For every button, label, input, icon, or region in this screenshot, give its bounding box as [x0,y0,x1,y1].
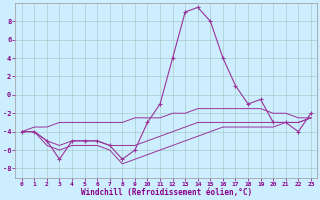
X-axis label: Windchill (Refroidissement éolien,°C): Windchill (Refroidissement éolien,°C) [81,188,252,197]
